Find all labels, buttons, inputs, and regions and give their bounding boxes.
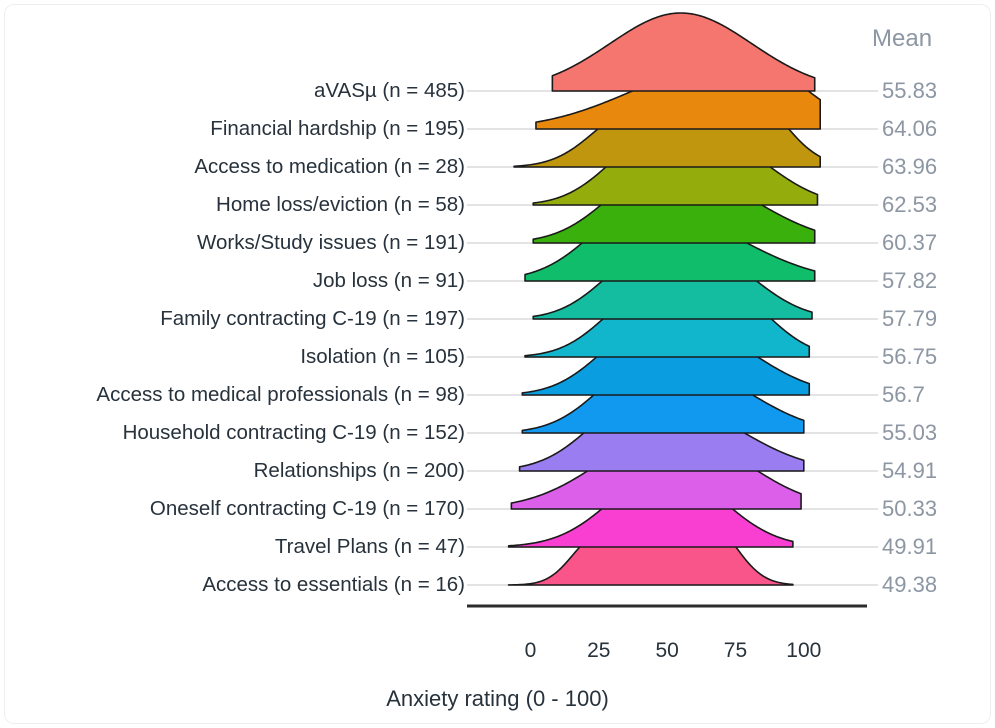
- mean-value: 50.33: [882, 496, 938, 521]
- mean-value: 49.91: [882, 534, 938, 559]
- chart-canvas-frame: [4, 4, 991, 724]
- category-label: Access to essentials (n = 16): [202, 573, 465, 596]
- mean-value: 56.7: [882, 382, 925, 407]
- x-tick-label: 50: [655, 639, 679, 662]
- mean-value: 62.53: [882, 192, 938, 217]
- category-label: aVASµ (n = 485): [313, 79, 465, 102]
- density-ridge: [551, 12, 816, 92]
- mean-value: 55.03: [882, 420, 938, 445]
- x-axis-title: Anxiety rating (0 - 100): [386, 686, 609, 711]
- category-label: Home loss/eviction (n = 58): [216, 193, 465, 216]
- category-label: Relationships (n = 200): [253, 459, 465, 482]
- mean-value: 63.96: [882, 154, 938, 179]
- mean-value: 55.83: [882, 78, 938, 103]
- mean-value: 56.75: [882, 344, 938, 369]
- category-label: Oneself contracting C-19 (n = 170): [149, 497, 465, 520]
- x-tick-label: 100: [786, 639, 822, 662]
- category-label: Access to medication (n = 28): [194, 155, 465, 178]
- mean-value: 57.79: [882, 306, 938, 331]
- mean-value: 60.37: [882, 230, 938, 255]
- category-label: Financial hardship (n = 195): [210, 117, 465, 140]
- x-tick-label: 75: [723, 639, 748, 662]
- category-label: Job loss (n = 91): [312, 269, 465, 292]
- x-tick-label: 0: [524, 639, 537, 662]
- category-label: Travel Plans (n = 47): [274, 535, 465, 558]
- category-label: Household contracting C-19 (n = 152): [122, 421, 465, 444]
- x-tick-label: 25: [587, 639, 611, 662]
- category-label: Isolation (n = 105): [300, 345, 465, 368]
- mean-value: 49.38: [882, 572, 938, 597]
- category-label: Family contracting C-19 (n = 197): [160, 307, 465, 330]
- category-label: Works/Study issues (n = 191): [197, 231, 465, 254]
- mean-value: 54.91: [882, 458, 938, 483]
- category-label: Access to medical professionals (n = 98): [96, 383, 465, 406]
- density-curve-group: [507, 12, 821, 586]
- mean-value: 57.82: [882, 268, 938, 293]
- mean-column-header: Mean: [872, 25, 933, 52]
- mean-value: 64.06: [882, 116, 938, 141]
